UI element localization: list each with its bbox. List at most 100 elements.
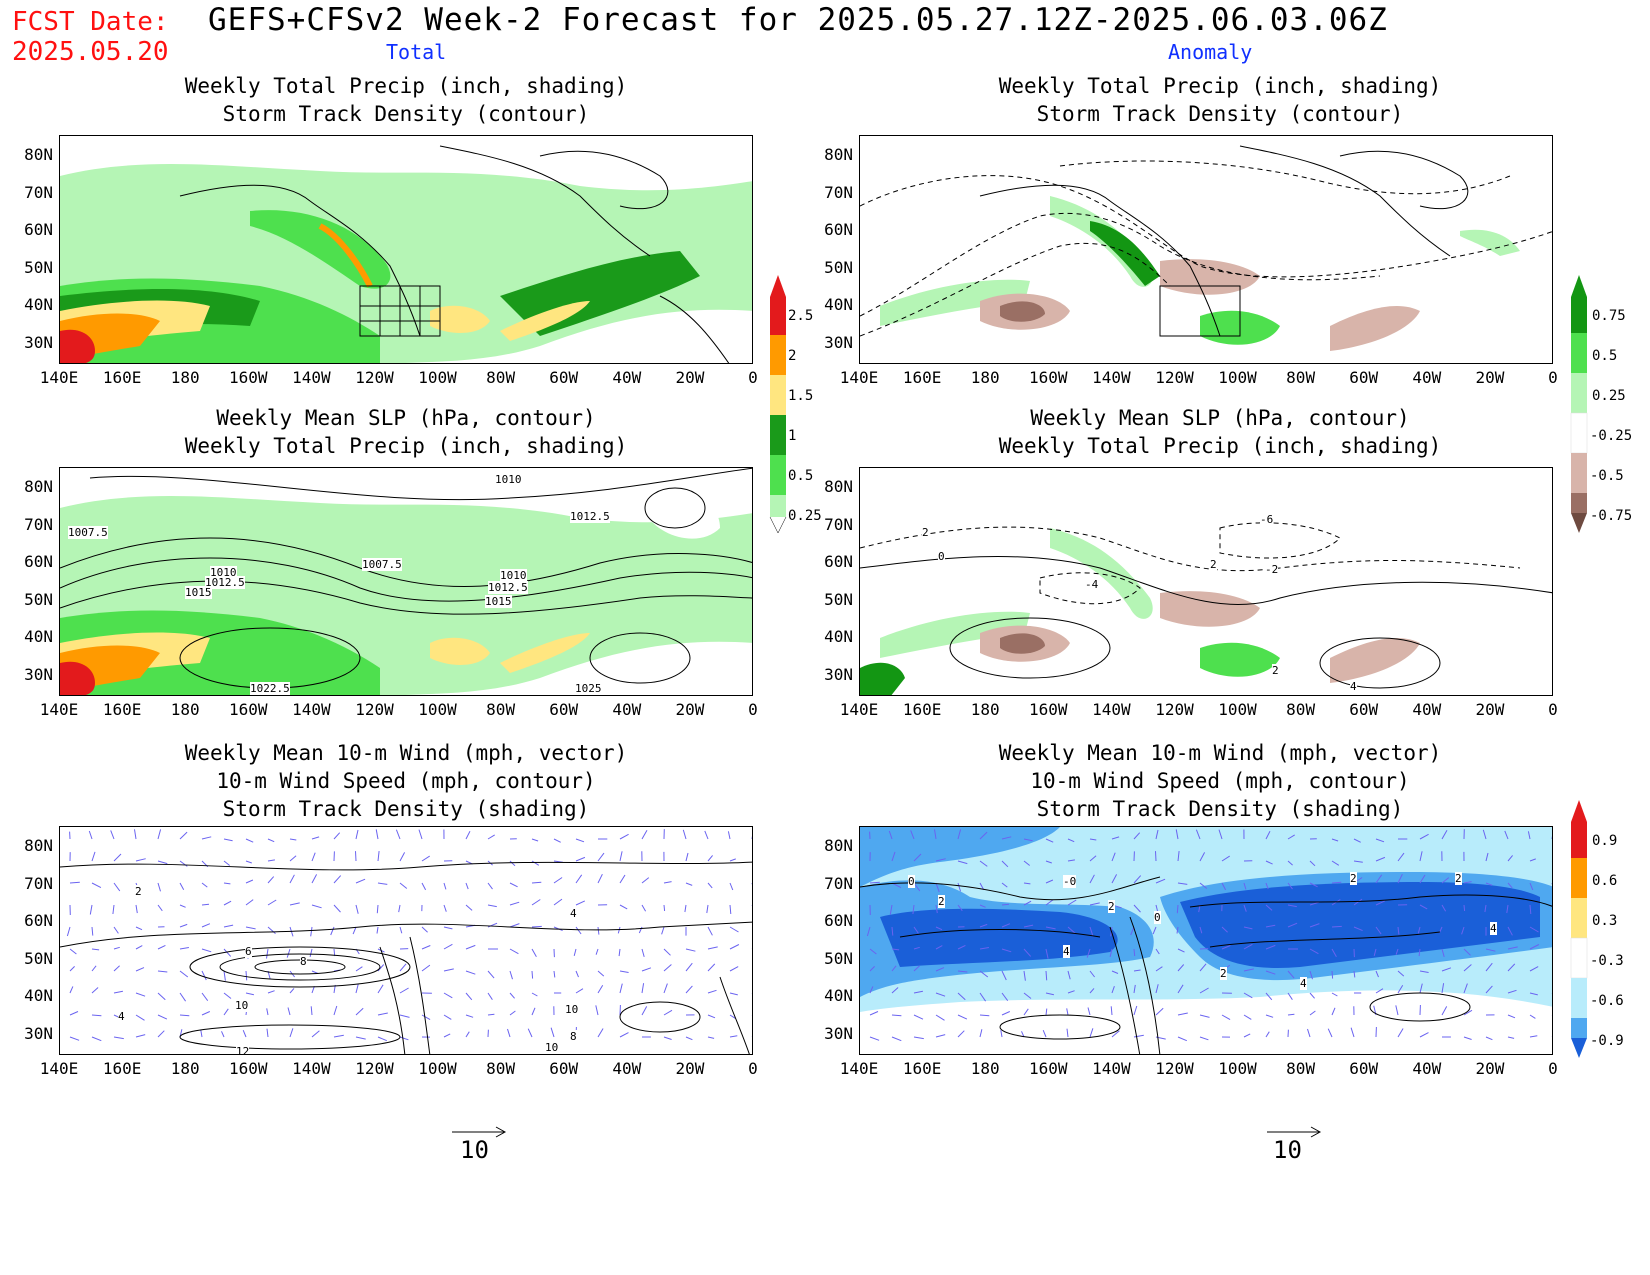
panel-6-title-line2: 10-m Wind Speed (mph, contour) <box>1030 769 1410 793</box>
wind-vector <box>465 882 469 890</box>
precip-red-pacific <box>60 661 95 695</box>
wind-vector <box>223 882 231 885</box>
map-panel-total-precip[interactable] <box>59 135 753 364</box>
wind-vector <box>266 948 269 959</box>
latitude-label: 40N <box>824 295 853 314</box>
slp-label-1015-pacific: 1015 <box>185 586 212 599</box>
wind-vector <box>1177 948 1185 953</box>
wind-vector <box>1110 1006 1113 1016</box>
wind-vector <box>1331 838 1339 842</box>
wind-vector <box>1089 874 1095 884</box>
wind-vector <box>597 984 604 994</box>
latitude-label: 30N <box>824 332 853 352</box>
colorbar-label-0-9: 0.9 <box>1592 833 1618 849</box>
wind-vector <box>1265 882 1269 890</box>
wind-vector <box>1133 984 1136 994</box>
longitude-label: 160W <box>229 368 268 387</box>
wind-vector <box>1023 900 1032 906</box>
wind-speed-label-8: 8 <box>300 955 307 968</box>
latitude-label: 50N <box>24 589 53 609</box>
map-panel-total-slp[interactable]: 1007.5 1010 1012.5 1015 1007.5 1010 1012… <box>59 467 753 696</box>
wind-vector <box>597 873 603 884</box>
colorbar-label-minus-0-9: -0.9 <box>1590 1033 1624 1049</box>
wind-vector <box>1265 992 1273 1001</box>
wind-vector <box>289 926 294 937</box>
wind-vector <box>979 860 988 867</box>
precip-green-area-alaska <box>250 210 391 289</box>
wind-vector <box>1463 983 1468 994</box>
wind-vector <box>377 964 385 972</box>
wind-vector <box>913 882 921 892</box>
wind-vector <box>399 963 407 972</box>
wind-vector <box>395 829 401 840</box>
colorbar-label-0-6: 0.6 <box>1592 873 1618 889</box>
wind-vector <box>355 984 359 994</box>
wind-vector <box>287 1007 291 1016</box>
wind-vector <box>221 1031 225 1038</box>
wind-vector <box>575 988 584 994</box>
longitude-label: 180 <box>970 1059 1000 1078</box>
panel-2-title-line2: Storm Track Density (contour) <box>1036 102 1404 126</box>
colorbar-swatch-green <box>1571 333 1587 373</box>
longitude-label: 20W <box>1475 1059 1505 1078</box>
longitude-label: 40W <box>1412 368 1442 387</box>
wind-vector <box>979 904 986 908</box>
wind-vector <box>1375 874 1383 884</box>
wind-vector <box>421 882 427 891</box>
latitude-label: 30N <box>24 664 53 684</box>
wind-vector <box>157 1014 168 1020</box>
map-panel-anomaly-wind[interactable]: 0 2 -0 0 2 4 2 2 4 2 4 <box>859 826 1553 1055</box>
wind-vector <box>1045 992 1055 996</box>
wind-vector <box>443 943 453 950</box>
wind-anom-label-2-europe: 2 <box>1455 872 1462 885</box>
wind-vector <box>179 947 189 950</box>
colorbar-swatch-red <box>770 297 786 335</box>
wind-vector <box>913 926 919 934</box>
panel-6-title-line3: Storm Track Density (shading) <box>1036 797 1404 821</box>
wind-vector <box>1375 900 1386 906</box>
map-panel-anomaly-slp[interactable]: 2 0 -4 -2 2 -6 2 4 <box>859 467 1553 696</box>
map-panel-total-wind[interactable]: 2 6 8 10 12 4 4 10 8 10 <box>59 826 753 1055</box>
wind-vector <box>1195 829 1201 840</box>
wind-vector <box>245 992 255 996</box>
longitude-label: 140E <box>839 700 879 719</box>
wind-vector <box>957 860 968 865</box>
wind-vectors <box>866 829 1552 1042</box>
wind-vector <box>597 1028 604 1038</box>
wind-vector <box>1045 879 1054 884</box>
wind-vector <box>377 984 384 994</box>
wind-vector <box>113 882 121 892</box>
wind-vector <box>553 898 563 906</box>
latitude-label: 40N <box>24 986 53 1005</box>
wind-vector <box>1395 1005 1399 1016</box>
anomaly-precip-dark-brown-pacific <box>1000 633 1045 654</box>
wind-vector <box>69 948 77 955</box>
map-total-slp-svg <box>60 468 752 695</box>
wind-vector <box>201 970 207 981</box>
wind-vector <box>1067 838 1075 843</box>
slp-anomaly-label-2-pacific: 2 <box>922 526 929 539</box>
wind-vector <box>1397 970 1405 977</box>
colorbar-swatch-light-green <box>1571 373 1587 413</box>
wind-vector <box>1155 851 1157 862</box>
longitude-label: 20W <box>675 700 705 719</box>
longitude-label: 60W <box>1349 1059 1379 1078</box>
latitude-label: 60N <box>24 911 53 930</box>
wind-vector <box>1199 882 1208 889</box>
panel-2-title: Weekly Total Precip (inch, shading) Stor… <box>870 72 1570 128</box>
precip-red-pacific <box>60 329 95 363</box>
wind-vector <box>1331 925 1342 928</box>
wind-vector <box>1221 1014 1231 1021</box>
wind-vector <box>1397 852 1405 862</box>
colorbar-swatch-yellow <box>770 375 786 415</box>
wind-vector <box>553 838 561 843</box>
wind-vector <box>1507 963 1516 972</box>
panel-6-title-line1: Weekly Mean 10-m Wind (mph, vector) <box>998 741 1442 765</box>
latitude-label: 50N <box>24 257 53 277</box>
longitude-label: 180 <box>170 1059 200 1078</box>
wind-vector <box>619 970 629 973</box>
wind-vector <box>443 1014 452 1020</box>
colorbar-cap-bottom <box>1571 513 1587 533</box>
wind-vector <box>89 904 93 915</box>
map-panel-anomaly-precip[interactable] <box>859 135 1553 364</box>
